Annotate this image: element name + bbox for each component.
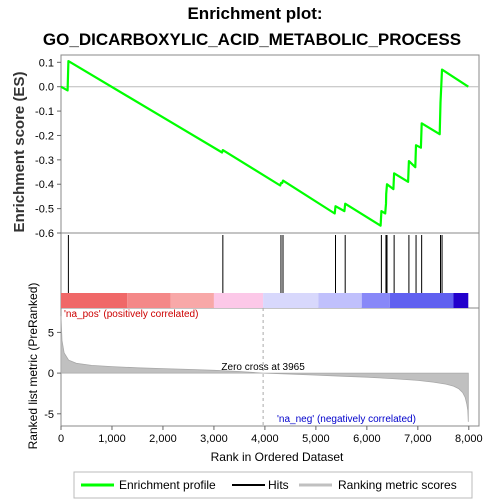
- x-tick-label: 8,000: [455, 433, 483, 445]
- legend-ranking-label: Ranking metric scores: [338, 478, 457, 492]
- legend-enrichment-label: Enrichment profile: [119, 478, 216, 492]
- x-tick-label: 6,000: [353, 433, 381, 445]
- ranking-metric-fill: [60, 316, 469, 422]
- es-y-tick-label: -0.6: [35, 228, 54, 240]
- metric-axis-label: Ranked list metric (PreRanked): [26, 283, 40, 450]
- es-panel: [60, 54, 480, 234]
- heat-bar-segment: [213, 293, 264, 308]
- x-tick-label: 7,000: [404, 433, 432, 445]
- es-y-tick-label: -0.4: [35, 179, 54, 191]
- heat-bar-segment: [318, 293, 362, 308]
- enrichment-profile-line: [60, 59, 469, 227]
- hit-markers: [67, 235, 443, 293]
- heat-bar-segment: [263, 293, 319, 308]
- x-tick-label: 1,000: [98, 433, 126, 445]
- negative-correlated-label: 'na_neg' (negatively correlated): [277, 414, 416, 425]
- x-tick-label: 2,000: [149, 433, 177, 445]
- enrichment-profile-polyline: [60, 59, 469, 227]
- metric-y-ticks: 5 0 -5: [44, 327, 61, 421]
- x-tick-label: 4,000: [251, 433, 279, 445]
- metric-panel: [60, 307, 480, 427]
- x-ticks: 0 1,000 2,000 3,000 4,000 5,000 6,000 7,000 8,00…: [58, 426, 483, 445]
- es-y-tick-label: -0.1: [35, 106, 54, 118]
- es-y-tick-label: -0.3: [35, 155, 54, 167]
- metric-y-tick-label: 0: [48, 368, 54, 380]
- es-y-tick-label: -0.5: [35, 204, 54, 216]
- ranking-metric-area: [60, 308, 469, 426]
- es-y-ticks: 0.1 0.0 -0.1 -0.2 -0.3 -0.4 -0.5 -0.6: [35, 57, 61, 240]
- heat-bar-segment: [127, 293, 171, 308]
- x-tick-label: 3,000: [200, 433, 228, 445]
- zero-cross-label: Zero cross at 3965: [221, 362, 305, 373]
- heat-bar-segment: [453, 293, 469, 308]
- chart-title-line1: Enrichment plot:: [187, 4, 322, 23]
- es-axis-label: Enrichment score (ES): [11, 72, 28, 233]
- rank-heat-bar: [61, 293, 469, 308]
- heat-bar-segment: [170, 293, 214, 308]
- metric-y-tick-label: 5: [48, 327, 54, 339]
- metric-y-tick-label: -5: [44, 409, 54, 421]
- x-axis-label: Rank in Ordered Dataset: [211, 450, 344, 464]
- x-tick-label: 5,000: [302, 433, 330, 445]
- positive-correlated-label: 'na_pos' (positively correlated): [64, 309, 198, 320]
- legend-box: [73, 471, 473, 499]
- es-y-tick-label: 0.1: [39, 57, 54, 69]
- es-y-tick-label: 0.0: [39, 82, 54, 94]
- heat-bar-segment: [361, 293, 390, 308]
- heat-bar-segment: [389, 293, 454, 308]
- heat-bar-segment: [61, 293, 128, 308]
- x-tick-label: 0: [58, 433, 64, 445]
- es-y-tick-label: -0.2: [35, 130, 54, 142]
- chart-title-line2: GO_DICARBOXYLIC_ACID_METABOLIC_PROCESS: [43, 30, 461, 49]
- legend-hits-label: Hits: [268, 478, 289, 492]
